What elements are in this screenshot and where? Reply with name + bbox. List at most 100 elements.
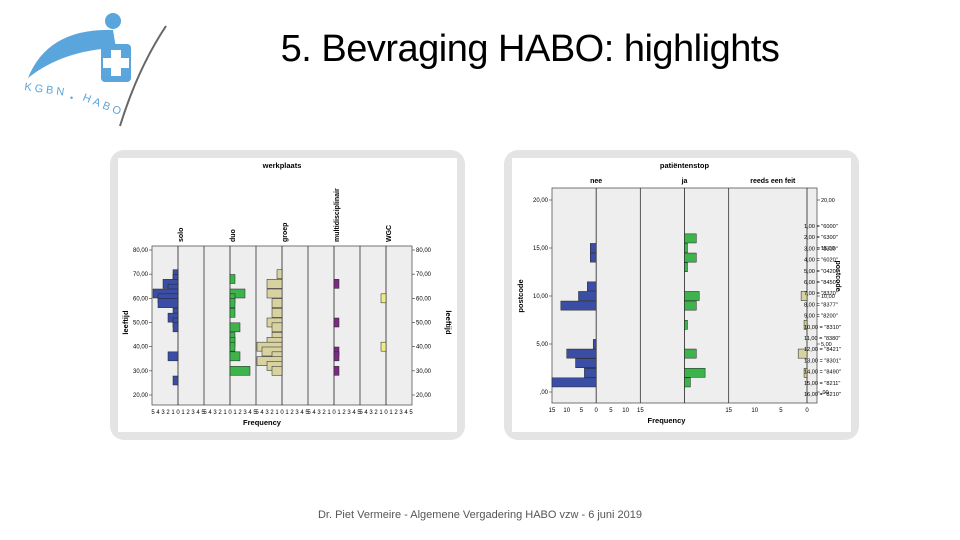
histogram-bar <box>684 243 688 253</box>
histogram-bar <box>684 300 697 311</box>
legend-entry: 10,00 = "8310" <box>804 325 841 331</box>
panel-label: ja <box>681 178 688 185</box>
y-tick-label-right: 50,00 <box>416 321 432 327</box>
y-tick-label-right: 30,00 <box>416 369 432 375</box>
histogram-bar <box>229 308 236 318</box>
slide-title: 5. Bevraging HABO: highlights <box>280 28 780 70</box>
histogram-bar <box>684 319 688 330</box>
x-tick-label: 1 <box>379 410 383 416</box>
patientenstop-chart: patiëntenstop nee ja reeds een feit 15 10 5 0 5 1… <box>516 161 841 425</box>
histogram-bar <box>167 351 179 362</box>
histogram-bar <box>229 366 251 376</box>
x-tick-label: 5 <box>253 410 257 416</box>
x-tick-label: 4 <box>208 410 212 416</box>
x-tick-label: 0 <box>228 410 232 416</box>
histogram-bar <box>229 322 241 333</box>
x-tick-label: 0 <box>805 408 809 414</box>
histogram-bar <box>551 377 597 388</box>
histogram-bar <box>590 243 597 253</box>
x-tick-label: 1 <box>233 410 237 416</box>
kgbn-habo-logo: KGBN • HABO <box>24 13 167 127</box>
y-tick-label: 20,00 <box>533 198 549 204</box>
x-tick-label: 2 <box>290 410 294 416</box>
histogram-bar <box>271 298 283 308</box>
x-tick-label: 5 <box>359 410 363 416</box>
x-tick-label: 3 <box>347 410 351 416</box>
x-tick-label: 4 <box>300 410 304 416</box>
x-tick-label: 3 <box>191 410 195 416</box>
x-tick-label: 3 <box>213 410 217 416</box>
y-tick-label-right: 70,00 <box>416 272 432 278</box>
chart-title: werkplaats <box>262 161 302 170</box>
histogram-bar <box>797 348 808 359</box>
legend-entry: 16,00 = "8210" <box>804 392 841 398</box>
x-tick-label: 1 <box>223 410 227 416</box>
x-tick-label: 10 <box>622 408 629 414</box>
x-tick-label: 1 <box>181 410 185 416</box>
histogram-bar <box>590 252 597 263</box>
legend-entry: 6,00 = "8450" <box>804 280 838 286</box>
y-tick-label-right: 60,00 <box>416 296 432 302</box>
legend-entry: 11,00 = "8380" <box>804 336 840 342</box>
panel-label: duo <box>230 229 237 242</box>
x-tick-label: 1 <box>285 410 289 416</box>
y-tick-label-right: 10,00 <box>821 294 835 300</box>
x-tick-label: 3 <box>295 410 299 416</box>
y-tick-label-right: 80,00 <box>416 248 432 254</box>
y-tick-label: 40,00 <box>133 345 149 351</box>
histogram-bar <box>266 288 283 299</box>
x-tick-label: 0 <box>332 410 336 416</box>
legend-entry: 4,00 = "6020" <box>804 258 838 264</box>
x-tick-label: 4 <box>260 410 264 416</box>
histogram-bar <box>172 375 179 386</box>
x-tick-label: 5 <box>307 410 311 416</box>
logo-head-shape <box>105 13 121 29</box>
slide-footer: Dr. Piet Vermeire - Algemene Vergadering… <box>317 509 643 521</box>
histogram-bar <box>157 298 179 308</box>
x-tick-label: 0 <box>176 410 180 416</box>
x-tick-label: 2 <box>218 410 222 416</box>
histogram-bar <box>229 298 236 308</box>
x-tick-label: 3 <box>399 410 403 416</box>
x-tick-label: 3 <box>317 410 321 416</box>
histogram-bar <box>271 308 283 318</box>
x-axis-label: Frequency <box>648 416 687 425</box>
y-tick-label: ,00 <box>540 390 549 396</box>
y-axis-label: postcode <box>516 279 525 312</box>
histogram-bar <box>276 269 283 279</box>
x-tick-label: 1 <box>275 410 279 416</box>
x-tick-label: 10 <box>563 408 570 414</box>
panel-label: nee <box>590 178 602 185</box>
histogram-bar <box>684 291 700 301</box>
x-tick-label: 5 <box>779 408 783 414</box>
y-tick-label: 15,00 <box>533 246 549 252</box>
y-tick-label-right: 40,00 <box>416 345 432 351</box>
x-tick-label: 15 <box>549 408 556 414</box>
legend-entry: 15,00 = "8211" <box>804 381 840 387</box>
legend-entry: 13,00 = "8301" <box>804 358 841 364</box>
x-tick-label: 4 <box>404 410 408 416</box>
y-axis-label-right: leeftijd <box>444 310 453 335</box>
x-tick-label: 10 <box>751 408 758 414</box>
histogram-bar <box>684 252 697 263</box>
histogram-bar <box>803 367 808 378</box>
histogram-bar <box>229 274 236 284</box>
y-tick-label: 10,00 <box>533 294 549 300</box>
histogram-bar <box>271 322 283 333</box>
y-tick-label: 70,00 <box>133 272 149 278</box>
logo-separator: • <box>70 93 73 103</box>
histogram-bar <box>578 291 597 301</box>
histogram-bar <box>266 279 283 289</box>
legend-entry: 12,00 = "8421" <box>804 347 841 353</box>
histogram-bar <box>684 348 697 359</box>
x-tick-label: 0 <box>280 410 284 416</box>
y-tick-label: 60,00 <box>133 296 149 302</box>
panel-label: multidisciplinair <box>334 188 341 242</box>
y-axis-label: leeftijd <box>121 310 130 335</box>
x-tick-label: 1 <box>389 410 393 416</box>
panel-label: groep <box>282 223 289 242</box>
histogram-bar <box>800 291 808 301</box>
chart-title: patiëntenstop <box>660 161 710 170</box>
x-tick-label: 2 <box>394 410 398 416</box>
panel-label: WGC <box>386 225 393 242</box>
